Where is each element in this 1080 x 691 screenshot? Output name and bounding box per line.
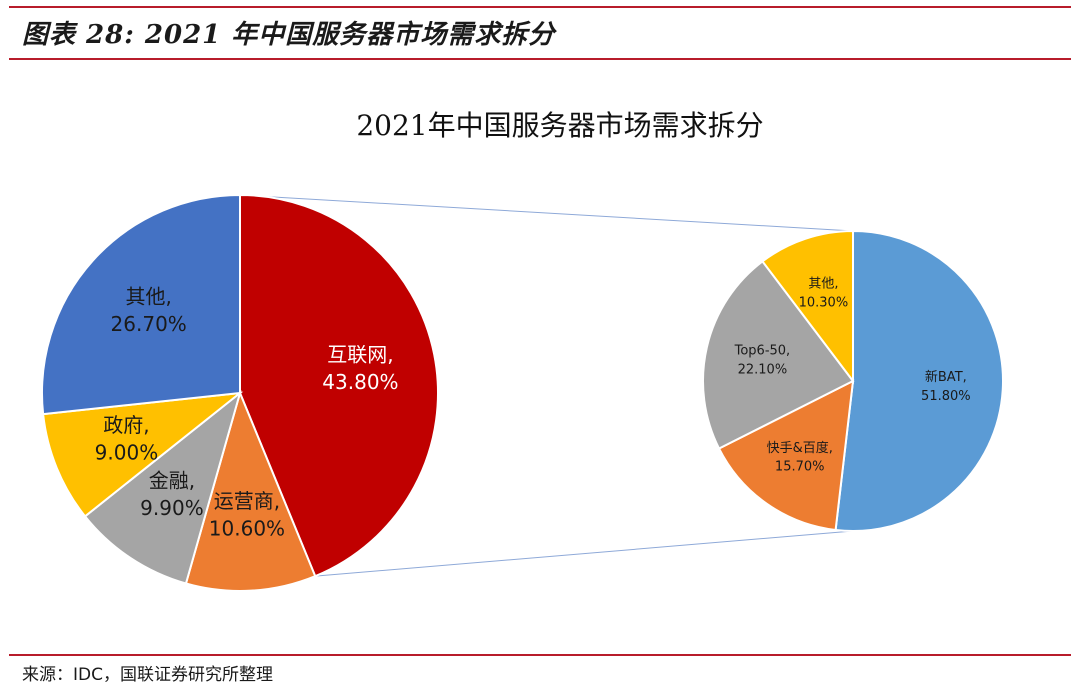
slice-value-互联网: 43.80%	[322, 370, 398, 394]
slice-value-运营商: 10.60%	[209, 516, 285, 540]
slice-label-政府: 政府,	[103, 413, 149, 437]
slice-label-互联网: 互联网,	[327, 343, 393, 367]
slice-label-其他: 其他,	[808, 277, 838, 292]
slice-政府	[42, 391, 244, 518]
slice-label-其他: 其他,	[126, 284, 172, 308]
source-note: 来源：IDC，国联证券研究所整理	[22, 665, 273, 685]
slice-其他	[761, 229, 854, 384]
figure-caption: 图表 28: 2021 年中国服务器市场需求拆分	[22, 20, 556, 50]
chart-title: 2021年中国服务器市场需求拆分	[356, 109, 763, 142]
connector-bottom	[315, 530, 854, 577]
connector-lines	[239, 194, 854, 577]
slice-label-运营商: 运营商,	[214, 489, 280, 513]
slice-金融	[83, 390, 242, 585]
connector-top	[239, 194, 854, 232]
slice-value-政府: 9.00%	[95, 440, 159, 464]
slice-运营商	[184, 389, 317, 592]
slice-快手-and-百度	[717, 379, 855, 532]
slice-其他	[41, 193, 241, 416]
slice-label-新bat: 新BAT,	[925, 369, 967, 385]
breakdown-pie: 新BAT, 51.80% 快手&百度, 15.70% Top6-50, 22.10% 其他,…	[702, 229, 1004, 532]
slice-互联网	[239, 193, 439, 578]
slice-新bat	[834, 229, 1004, 532]
slice-value-其他: 10.30%	[799, 295, 849, 310]
slice-value-快手-and-百度: 15.70%	[775, 460, 825, 475]
footer-rule	[9, 654, 1071, 656]
slice-value-新bat: 51.80%	[921, 389, 971, 404]
slice-label-top6-50: Top6-50,	[734, 344, 791, 359]
slice-value-top6-50: 22.10%	[738, 362, 788, 377]
slice-label-金融: 金融,	[149, 468, 195, 492]
main-pie: 互联网, 43.80% 运营商, 10.60% 金融, 9.90% 政府, 9.00% 其他, 2…	[41, 193, 439, 592]
slice-value-金融: 9.90%	[140, 496, 204, 520]
top-rule	[9, 6, 1071, 8]
slice-label-快手-and-百度: 快手&百度,	[767, 440, 833, 456]
slice-top6-50	[702, 259, 855, 450]
caption-rule	[9, 58, 1071, 60]
slice-value-其他: 26.70%	[111, 312, 187, 336]
